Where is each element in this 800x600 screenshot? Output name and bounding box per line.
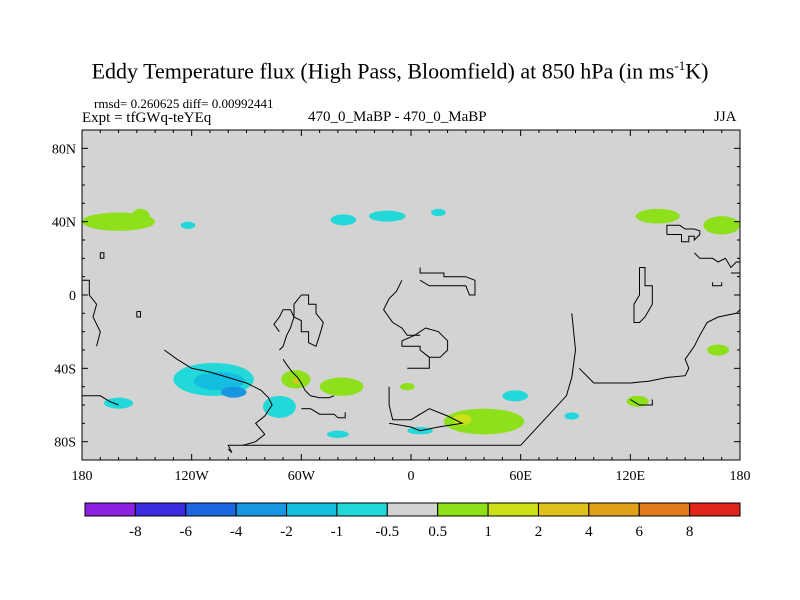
coastline-segment xyxy=(630,399,653,406)
field-region xyxy=(400,383,415,391)
colorbar-swatch xyxy=(487,502,539,517)
stats-text: rmsd= 0.260625 diff= 0.00992441 xyxy=(94,96,274,111)
coastline-segment xyxy=(99,252,105,259)
field-region xyxy=(193,372,245,391)
colorbar-swatch xyxy=(437,502,489,517)
colorbar-label: 6 xyxy=(635,524,643,540)
x-tick-label: 60W xyxy=(288,469,316,484)
field-region xyxy=(131,208,150,224)
coastline-segment xyxy=(82,395,119,406)
field-region xyxy=(293,378,299,384)
colorbar-swatch xyxy=(588,502,640,517)
chart-title: Eddy Temperature flux (High Pass, Bloomf… xyxy=(91,58,709,84)
coastline-segment xyxy=(82,279,101,347)
coastline-segment xyxy=(388,386,464,432)
y-tick-label: 80S xyxy=(54,436,76,451)
colorbar-label: 2 xyxy=(535,524,543,540)
coastline-segment xyxy=(273,309,295,351)
field-region xyxy=(330,214,357,226)
field-region xyxy=(626,395,649,407)
y-tick-label: 80N xyxy=(52,142,76,157)
field-region xyxy=(502,390,528,402)
coastline-segment xyxy=(419,267,476,296)
x-tick-label: 60E xyxy=(509,469,532,484)
colorbar-swatch xyxy=(185,502,237,517)
comparison-label: 470_0_MaBP - 470_0_MaBP xyxy=(308,109,487,125)
field-region xyxy=(180,221,196,229)
coastlines xyxy=(82,224,741,454)
coastline-segment xyxy=(401,327,449,358)
coastline-segment xyxy=(712,282,723,287)
colorbar-label: -2 xyxy=(280,524,293,540)
y-tick-label: 40S xyxy=(54,362,76,377)
colorbar-swatch xyxy=(689,502,741,517)
x-tick-label: 120W xyxy=(175,469,210,484)
field-region xyxy=(453,414,472,426)
colorbar-swatch xyxy=(638,502,691,517)
colorbar-swatch xyxy=(386,502,439,517)
coastline-segment xyxy=(282,358,335,399)
field-region xyxy=(319,377,364,396)
coastline-segment xyxy=(310,408,346,419)
coastline-segment xyxy=(633,267,653,323)
experiment-label: Expt = tfGWq-teYEq xyxy=(82,110,212,126)
colorbar-label: 4 xyxy=(585,524,593,540)
colorbar-label: -0.5 xyxy=(375,524,399,540)
coastline-segment xyxy=(227,313,577,454)
colorbar-label: -8 xyxy=(129,524,142,540)
x-tick-label: 180 xyxy=(72,469,93,484)
field-region xyxy=(707,344,730,356)
field-region xyxy=(262,395,296,418)
colorbar-swatch xyxy=(537,502,590,517)
colorbar-label: 8 xyxy=(686,524,694,540)
colorbar-label: 1 xyxy=(484,524,492,540)
y-tick-label: 0 xyxy=(69,289,76,304)
colorbar-swatch xyxy=(84,502,136,517)
season-label: JJA xyxy=(714,109,737,125)
colorbar-label: 0.5 xyxy=(428,524,447,540)
field-region xyxy=(220,386,247,398)
coastline-segment xyxy=(666,224,701,243)
field-region xyxy=(326,430,349,439)
x-tick-label: 120E xyxy=(616,469,646,484)
field-region xyxy=(703,216,740,235)
x-tick-label: 180 xyxy=(730,469,751,484)
colorbar-swatch xyxy=(286,502,338,517)
colorbar-swatch xyxy=(336,502,388,517)
colorbar-swatch xyxy=(134,502,187,517)
coastline-segment xyxy=(693,252,740,269)
coastline-segment xyxy=(293,294,324,348)
field-region xyxy=(564,412,580,420)
coastline-segment xyxy=(401,340,430,369)
contour-fields xyxy=(82,208,740,439)
colorbar-label: -6 xyxy=(180,524,193,540)
field-region xyxy=(635,208,680,224)
x-tick-label: 0 xyxy=(408,469,415,484)
field-region xyxy=(103,397,134,409)
colorbar-label: -1 xyxy=(331,524,344,540)
colorbar: -8 -6 -4 -2 -1 -0.5 0.5 1 2 4 6 8 xyxy=(84,502,741,540)
coastline-segment xyxy=(164,349,273,446)
y-tick-label: 40N xyxy=(52,216,76,231)
coastline-segment xyxy=(578,309,741,384)
coastline-segment xyxy=(136,311,141,318)
axes: 180 120W 60W 0 60E 120E 180 80N 40N 0 40S 80S xyxy=(52,129,751,484)
field-region xyxy=(368,210,406,222)
coastline-segment xyxy=(383,280,421,336)
colorbar-swatch xyxy=(235,502,288,517)
field-region xyxy=(431,208,446,217)
map-background xyxy=(82,130,740,460)
colorbar-label: -4 xyxy=(230,524,243,540)
